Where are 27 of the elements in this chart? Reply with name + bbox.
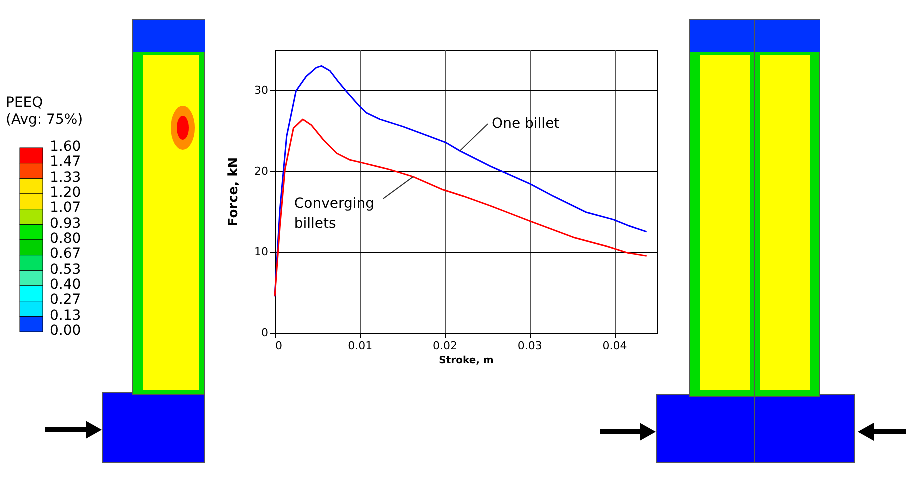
text: 0.67: [50, 246, 82, 262]
x-axis-title: Stroke, m: [439, 356, 494, 366]
text: 0.93: [50, 216, 82, 232]
x-tick-label: 0.04: [602, 340, 628, 352]
text: 0.00: [50, 323, 82, 339]
line-series: [274, 118, 648, 298]
x-tick-label: 0.02: [433, 340, 458, 352]
y-tick-label: 10: [254, 246, 268, 259]
text: 1.47: [50, 154, 82, 170]
x-tick-label: 0.01: [348, 340, 373, 352]
y-tick-label: 30: [254, 84, 268, 97]
text: 0.80: [50, 231, 82, 247]
y-tick-label: 20: [254, 164, 268, 178]
text: 0.27: [50, 292, 82, 308]
y-tick-label: 0: [262, 326, 268, 340]
text: PEEQ: [6, 95, 44, 111]
text: 1.07: [50, 200, 82, 216]
x-tick-label: 0.03: [518, 340, 542, 352]
text: 0.13: [50, 308, 82, 324]
text: 0.53: [50, 262, 82, 278]
x-tick-label: 0: [276, 340, 282, 352]
text: 1.33: [50, 170, 82, 186]
text: 1.60: [50, 139, 82, 155]
text: (Avg: 75%): [6, 112, 84, 128]
text: 0.40: [50, 277, 82, 293]
y-axis-title: Force, kN: [226, 157, 242, 227]
text: 1.20: [50, 185, 82, 201]
